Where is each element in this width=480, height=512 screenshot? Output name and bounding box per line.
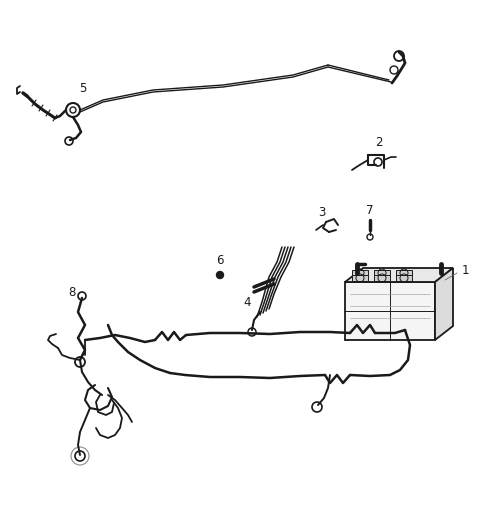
Text: 3: 3	[318, 205, 326, 219]
FancyBboxPatch shape	[352, 275, 368, 281]
FancyBboxPatch shape	[374, 275, 390, 281]
Text: 8: 8	[68, 286, 76, 298]
FancyBboxPatch shape	[396, 270, 412, 276]
Text: 7: 7	[366, 204, 374, 218]
FancyBboxPatch shape	[345, 282, 435, 340]
Text: 6: 6	[216, 254, 224, 267]
FancyBboxPatch shape	[396, 275, 412, 281]
Text: 1: 1	[461, 264, 469, 276]
Polygon shape	[345, 268, 453, 282]
FancyBboxPatch shape	[352, 270, 368, 276]
Text: 4: 4	[243, 295, 251, 309]
Text: 2: 2	[375, 136, 383, 148]
FancyBboxPatch shape	[374, 270, 390, 276]
Text: 5: 5	[79, 81, 87, 95]
Circle shape	[216, 271, 224, 279]
Polygon shape	[435, 268, 453, 340]
